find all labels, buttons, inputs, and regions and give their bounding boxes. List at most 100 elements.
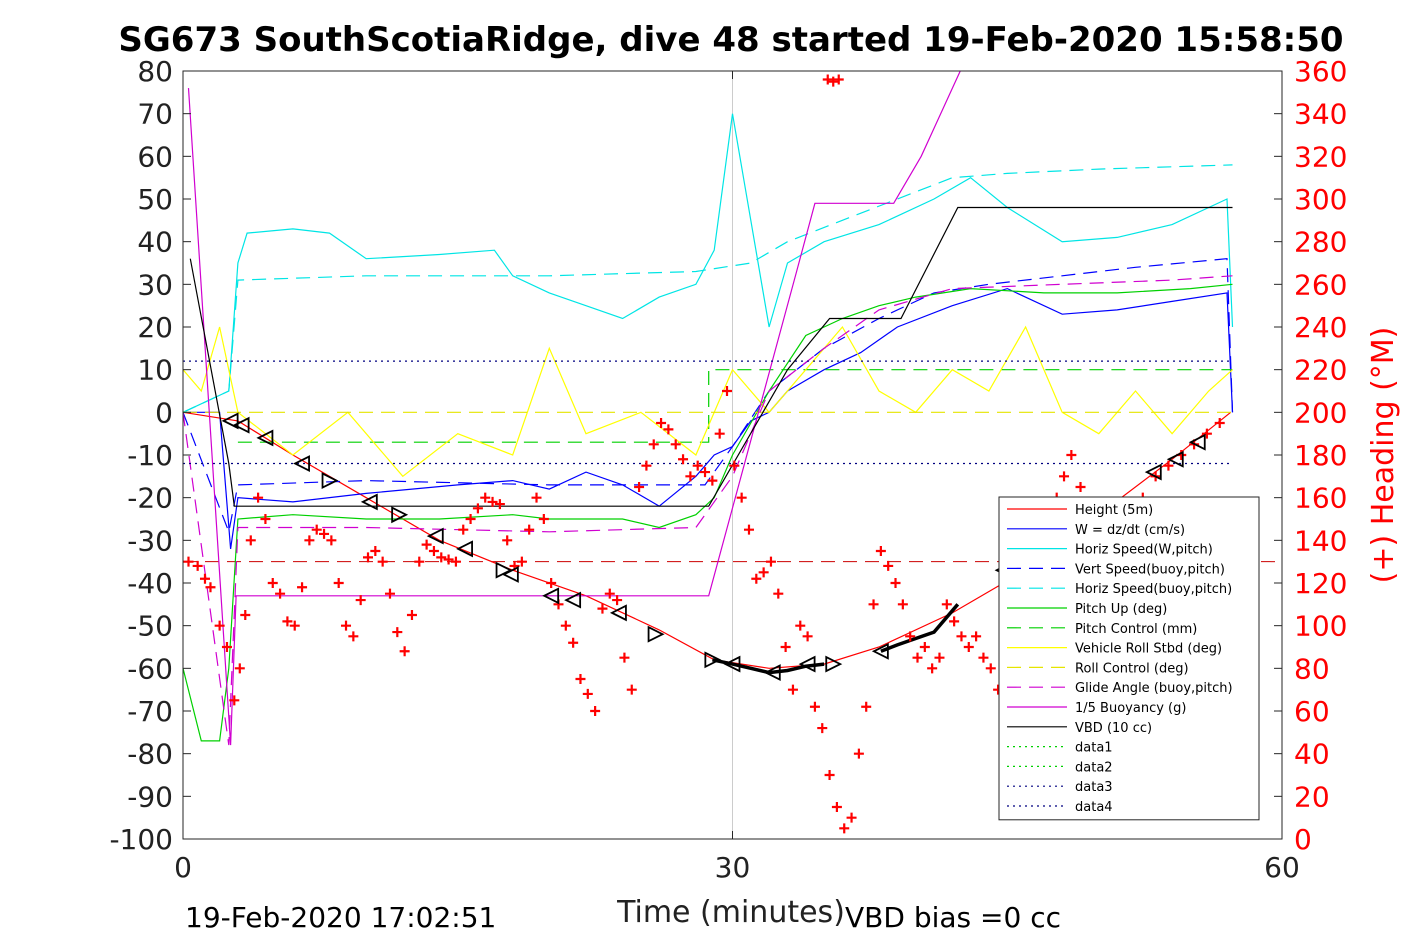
triangle-marker-left [1144,463,1162,481]
heading-point [392,627,403,638]
y-tick-label: 50 [137,183,173,216]
heading-point [289,620,300,631]
triangle-marker-right [321,472,339,490]
heading-point [214,620,225,631]
triangle-marker-left [542,587,560,605]
heading-point [839,823,850,834]
series-line-4 [183,164,1233,413]
y2-tick-label: 120 [1294,567,1347,600]
y-tick-label: -100 [109,823,173,856]
triangle-marker-left [871,642,889,660]
triangle-marker-left [501,566,519,583]
heading-point [897,599,908,610]
triangle-marker-left [798,655,816,673]
y-tick-label: -80 [127,738,173,771]
legend-label-8: Roll Control (deg) [1075,661,1189,676]
heading-point [428,546,439,556]
legend-label-14: data3 [1075,780,1113,795]
heading-point [809,701,820,712]
heading-point [846,812,857,823]
heading-point [480,492,491,503]
heading-point [192,560,203,571]
heading-point [905,631,916,642]
legend-label-0: Height (5m) [1075,503,1153,518]
heading-point-gps [828,76,839,87]
legend-label-2: Horiz Speed(W,pitch) [1075,543,1213,558]
y-tick-label: 40 [137,226,173,259]
heading-point [941,599,952,610]
plot-content [183,71,1282,839]
legend-label-5: Pitch Up (deg) [1075,602,1167,617]
y2-tick-label: 260 [1294,268,1347,301]
heading-point [773,588,784,599]
heading-point [568,637,579,648]
heading-point [956,631,967,642]
y2-tick-label: 100 [1294,610,1347,643]
heading-point [282,616,293,627]
triangle-marker-left [293,455,310,472]
y2-tick-label: 80 [1294,652,1330,685]
y2-tick-label: 160 [1294,482,1347,515]
heading-point [341,620,352,631]
y-tick-label: 10 [137,354,173,387]
heading-point [824,770,835,780]
y-tick-label: -50 [127,610,173,643]
y-tick-label: -30 [127,524,173,557]
heading-point [183,556,194,567]
heading-point [355,595,366,606]
heading-point [1214,418,1225,428]
heading-point [700,467,711,478]
plot-area [183,71,1282,839]
heading-point [1075,482,1086,492]
legend-label-4: Horiz Speed(buoy,pitch) [1075,582,1232,597]
legend-label-7: Vehicle Roll Stbd (deg) [1075,642,1222,657]
heading-point [758,567,769,578]
heading-point [714,428,725,439]
heading-point [370,546,381,556]
heading-point [590,706,601,716]
heading-point [868,599,879,610]
y-tick-label: 60 [137,140,173,173]
triangle-marker-left [723,655,741,673]
y2-tick-label: 180 [1294,439,1347,472]
y-tick-label: 20 [137,311,173,344]
heading-point [531,492,542,503]
y-tick-label: 80 [137,55,173,88]
x-axis-label: Time (minutes) [616,895,845,930]
triangle-marker-left [763,664,781,682]
heading-point [560,620,571,631]
heading-point [927,663,938,674]
heading-point [722,386,733,396]
heading-point [751,573,762,584]
heading-point [656,418,667,428]
y-tick-label: -60 [127,652,173,685]
legend-label-12: data1 [1075,741,1113,756]
heading-point [297,582,308,593]
heading-point [648,439,659,450]
y2-tick-label: 0 [1294,823,1312,856]
heading-point [604,588,615,599]
y-tick-label: -70 [127,695,173,728]
heading-point [275,588,286,599]
bold-segment-1 [880,603,960,653]
heading-point [333,578,344,588]
heading-point [707,475,718,486]
heading-point [978,652,989,663]
y2-tick-label: 20 [1294,780,1330,813]
heading-point [641,460,652,471]
heading-point [260,514,271,524]
legend-box [998,496,1260,821]
heading-point [743,524,754,535]
legend-label-9: Glide Angle (buoy,pitch) [1075,681,1233,696]
y2-tick-label: 280 [1294,226,1347,259]
series-line-2 [183,113,1234,413]
series-line-1 [183,287,1234,549]
heading-point [634,482,645,492]
heading-point [890,578,901,588]
y-tick-label: -20 [127,482,173,515]
heading-point [494,499,505,510]
heading-point [861,701,872,712]
legend-label-1: W = dz/dt (cm/s) [1075,523,1185,538]
heading-point [963,642,974,652]
triangle-marker-left [232,416,250,434]
